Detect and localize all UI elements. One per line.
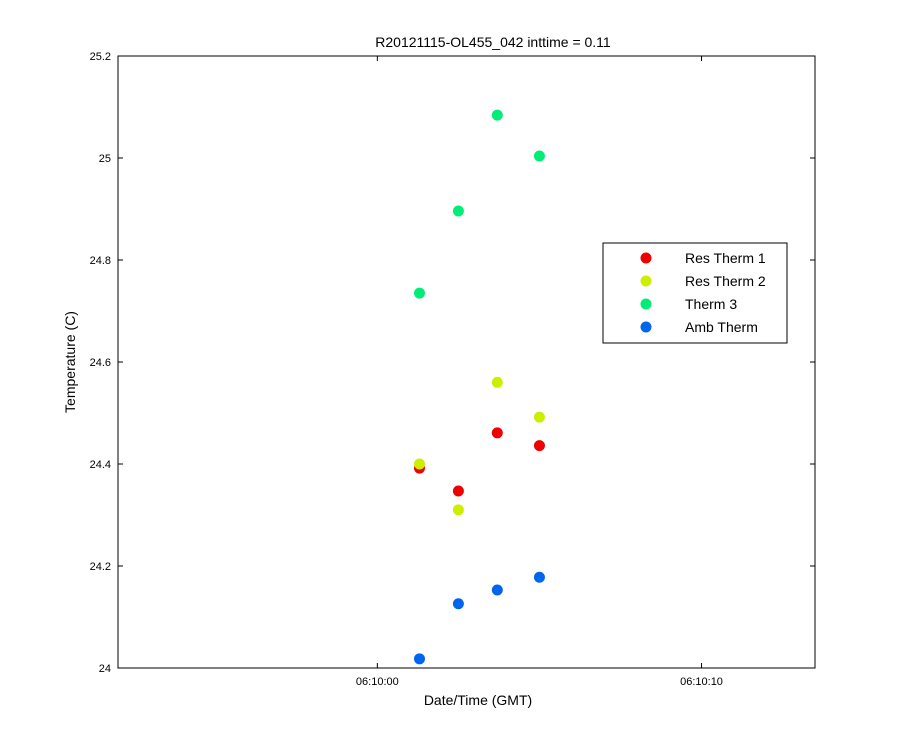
y-tick-label: 24.4 <box>90 459 111 471</box>
point-res-therm-2 <box>491 376 503 388</box>
legend-entry: Res Therm 2 <box>685 273 766 289</box>
x-axis: 06:10:00 06:10:10 <box>356 56 723 688</box>
point-therm-3 <box>452 205 464 217</box>
legend-entry: Res Therm 1 <box>685 250 766 266</box>
legend-marker <box>640 252 652 264</box>
legend-entry: Amb Therm <box>685 319 758 335</box>
y-tick-label: 24.2 <box>90 561 111 573</box>
point-amb-therm <box>533 571 545 583</box>
point-res-therm-2 <box>452 504 464 516</box>
point-therm-3 <box>491 109 503 121</box>
x-axis-label: Date/Time (GMT) <box>424 692 532 708</box>
y-tick-label: 24.8 <box>90 255 111 267</box>
point-amb-therm <box>413 653 425 665</box>
plot-frame <box>117 55 816 669</box>
legend: Res Therm 1 Res Therm 2 Therm 3 Amb Therm <box>602 242 788 344</box>
point-res-therm-1 <box>533 440 545 452</box>
y-tick-label: 24.6 <box>90 357 111 369</box>
y-axis-label: Temperature (C) <box>62 311 78 413</box>
legend-entry: Therm 3 <box>685 296 737 312</box>
legend-marker <box>640 321 652 333</box>
y-tick-label: 25.2 <box>90 51 111 63</box>
point-res-therm-2 <box>413 458 425 470</box>
point-res-therm-2 <box>533 411 545 423</box>
y-tick-label: 25 <box>99 153 111 165</box>
chart-title: R20121115-OL455_042 inttime = 0.11 <box>375 34 611 50</box>
legend-marker <box>640 275 652 287</box>
point-res-therm-1 <box>452 485 464 497</box>
point-therm-3 <box>533 150 545 162</box>
point-amb-therm <box>452 598 464 610</box>
legend-box <box>602 242 788 344</box>
point-therm-3 <box>413 287 425 299</box>
x-tick-label: 06:10:00 <box>356 676 399 688</box>
point-res-therm-1 <box>491 427 503 439</box>
y-tick-label: 24 <box>99 663 111 675</box>
plot-points <box>413 109 545 665</box>
legend-marker <box>640 298 652 310</box>
x-tick-label: 06:10:10 <box>680 676 723 688</box>
point-amb-therm <box>491 584 503 596</box>
